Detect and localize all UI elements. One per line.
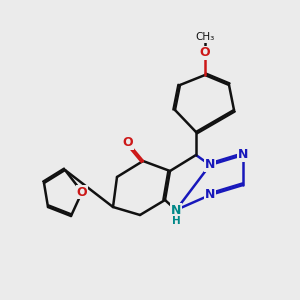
Text: N: N xyxy=(205,158,215,172)
Text: N: N xyxy=(171,203,181,217)
Text: N: N xyxy=(238,148,248,161)
Text: CH₃: CH₃ xyxy=(195,32,214,42)
Text: H: H xyxy=(172,215,180,226)
Text: N: N xyxy=(205,188,215,202)
Text: O: O xyxy=(200,46,210,59)
Text: O: O xyxy=(123,136,133,149)
Text: O: O xyxy=(77,185,87,199)
